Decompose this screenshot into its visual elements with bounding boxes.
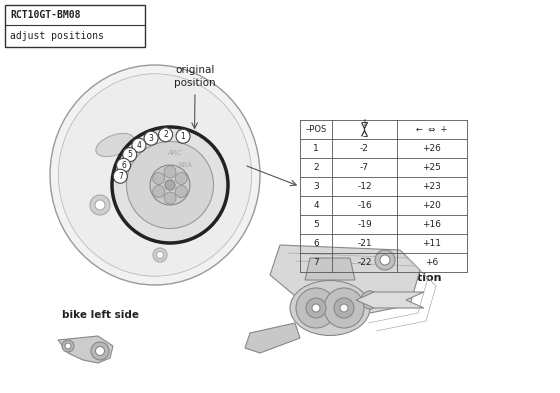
Circle shape [65,343,71,349]
Circle shape [91,342,109,360]
Text: -22: -22 [357,258,372,267]
Circle shape [156,252,164,259]
Polygon shape [356,292,424,308]
Text: 4: 4 [313,201,319,210]
Circle shape [153,248,167,262]
Circle shape [127,141,213,228]
Circle shape [296,288,336,328]
Circle shape [164,192,176,204]
Ellipse shape [96,133,134,157]
Text: original
position: original position [174,65,216,88]
Text: -2: -2 [360,144,369,153]
Text: -21: -21 [357,239,372,248]
Polygon shape [305,258,355,280]
Circle shape [361,291,379,309]
Circle shape [312,304,320,312]
Text: +16: +16 [422,220,441,229]
Text: 1: 1 [181,132,185,141]
Text: -16: -16 [357,201,372,210]
Text: 2: 2 [313,163,319,172]
Circle shape [62,340,74,352]
Text: KBA: KBA [178,162,192,168]
Ellipse shape [50,65,260,285]
Text: 7: 7 [118,172,123,181]
Text: +25: +25 [423,163,441,172]
Circle shape [153,185,165,198]
Circle shape [334,298,354,318]
Circle shape [380,255,390,265]
Text: –: – [362,132,367,141]
Polygon shape [245,323,300,353]
Circle shape [116,158,130,172]
Polygon shape [270,245,420,315]
Circle shape [324,288,364,328]
Text: 5: 5 [127,150,132,159]
Text: -7: -7 [360,163,369,172]
Text: +: + [361,118,368,127]
Text: 7: 7 [313,258,319,267]
Text: 4: 4 [137,141,141,150]
Text: 6: 6 [313,239,319,248]
Text: +11: +11 [422,239,441,248]
Circle shape [90,195,110,215]
Text: +23: +23 [423,182,441,191]
Circle shape [164,166,176,178]
Text: 1: 1 [313,144,319,153]
Circle shape [158,128,172,142]
Text: adjust positions: adjust positions [10,31,104,41]
Circle shape [144,131,158,145]
Circle shape [340,304,348,312]
Text: -19: -19 [357,220,372,229]
Text: ARC: ARC [168,150,182,156]
Ellipse shape [58,74,251,276]
Text: 6: 6 [121,161,126,170]
Text: 5: 5 [313,220,319,229]
Text: +20: +20 [423,201,441,210]
Text: 2: 2 [163,130,168,139]
Circle shape [306,298,326,318]
Circle shape [96,347,105,356]
Text: +6: +6 [426,258,438,267]
Circle shape [175,173,187,184]
Circle shape [113,169,127,183]
Circle shape [175,185,187,198]
Circle shape [112,127,228,243]
Circle shape [95,200,105,210]
Text: ←  ⇔  +: ← ⇔ + [416,125,447,134]
Circle shape [123,148,137,162]
Circle shape [165,180,175,190]
Text: bike left side: bike left side [62,310,138,320]
Circle shape [132,138,146,152]
Text: +26: +26 [423,144,441,153]
Circle shape [375,250,395,270]
Text: -12: -12 [357,182,372,191]
Circle shape [366,296,374,304]
Ellipse shape [290,281,370,336]
Text: –POS: –POS [305,125,326,134]
Circle shape [153,173,165,184]
Text: RCT10GT-BM08: RCT10GT-BM08 [10,10,81,20]
Polygon shape [58,336,113,363]
Text: 3: 3 [313,182,319,191]
Text: driving direction: driving direction [338,273,442,283]
Circle shape [150,165,190,205]
Text: 3: 3 [148,134,153,143]
Circle shape [176,129,190,143]
Bar [5,5,145,47]
